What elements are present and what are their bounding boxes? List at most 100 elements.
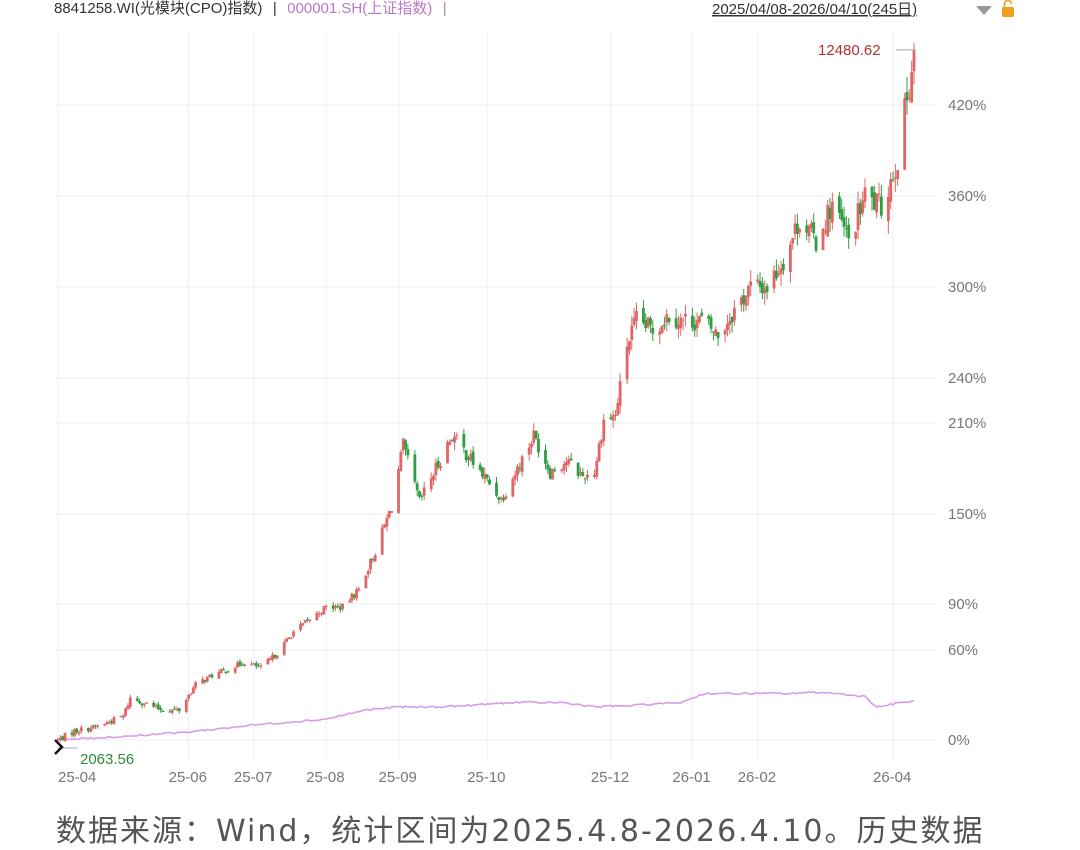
y-tick-label: 300% — [948, 279, 986, 296]
candle — [257, 663, 260, 668]
candle — [481, 466, 484, 480]
candle — [135, 695, 139, 702]
candle — [600, 438, 603, 448]
candle — [651, 319, 655, 341]
candle — [809, 219, 813, 233]
candle — [537, 433, 540, 458]
candle — [357, 586, 361, 592]
candle — [712, 331, 715, 341]
candle — [315, 610, 319, 621]
lock-icon[interactable] — [1002, 0, 1014, 18]
candle — [488, 476, 491, 486]
candle — [744, 295, 748, 311]
candle — [331, 602, 335, 613]
candle — [779, 261, 783, 286]
candle — [518, 462, 522, 473]
candle — [173, 705, 177, 710]
candle — [597, 440, 601, 462]
y-axis: 420% 360% 300% 240% 210% 150% 90% 60% 0% — [948, 97, 986, 749]
candle — [306, 617, 309, 622]
candle — [448, 439, 452, 446]
candle — [91, 724, 95, 730]
candle — [159, 705, 163, 713]
triangle-down-icon[interactable] — [976, 6, 992, 15]
source-caption: 数据来源：Wind，统计区间为2025.4.8-2026.4.10。历史数据 — [56, 814, 985, 849]
candle — [595, 457, 599, 480]
candle — [299, 620, 302, 632]
candle — [709, 314, 713, 334]
candle — [695, 312, 699, 337]
candle — [285, 637, 288, 643]
x-tick-label: 25-09 — [379, 769, 417, 786]
candle — [254, 660, 258, 670]
candle — [420, 493, 424, 501]
candle — [210, 672, 214, 679]
candle — [544, 444, 547, 470]
candle — [446, 439, 449, 464]
candle — [177, 708, 181, 714]
x-tick-label: 25-07 — [234, 769, 272, 786]
candle — [469, 449, 473, 462]
candle — [560, 468, 564, 474]
candle — [350, 592, 354, 604]
candle — [201, 676, 205, 685]
candle — [674, 308, 678, 330]
y-tick-label: 210% — [948, 415, 986, 432]
candle — [292, 629, 295, 638]
candle — [75, 728, 79, 735]
candle — [749, 270, 753, 297]
candle — [338, 603, 342, 613]
candle — [807, 224, 811, 244]
candle — [532, 423, 536, 446]
candle — [644, 313, 648, 333]
candle — [698, 315, 701, 325]
candle — [858, 198, 862, 225]
candle — [632, 307, 636, 327]
candle — [238, 659, 242, 667]
y-tick-label: 420% — [948, 97, 986, 114]
candle — [233, 666, 237, 675]
candle — [138, 698, 142, 705]
candle — [152, 700, 156, 709]
candle — [495, 476, 498, 498]
x-tick-label: 25-10 — [467, 769, 505, 786]
candle — [814, 234, 818, 253]
candle — [72, 727, 76, 738]
candle — [308, 619, 312, 624]
candle — [812, 213, 816, 239]
candle — [320, 612, 323, 617]
candle — [534, 430, 538, 440]
candle — [593, 469, 596, 479]
date-range[interactable]: 2025/04/08-2026/04/10(245日) — [712, 1, 917, 18]
candle — [194, 680, 198, 691]
candle — [422, 481, 426, 500]
min-marker: 2063.56 — [54, 739, 134, 768]
candle — [429, 472, 433, 492]
candle — [483, 467, 487, 484]
candle — [877, 182, 881, 202]
candle — [642, 300, 645, 326]
candle — [387, 510, 391, 519]
candle — [821, 227, 825, 251]
candle — [404, 438, 407, 456]
candle — [439, 462, 442, 472]
candle — [658, 328, 662, 345]
candlestick-series — [56, 43, 916, 744]
candle — [886, 186, 890, 234]
candle — [341, 603, 344, 612]
candle — [161, 709, 165, 713]
candle — [527, 442, 531, 461]
candle — [401, 438, 405, 454]
candle — [184, 698, 188, 714]
candle — [275, 655, 279, 660]
candle — [765, 283, 769, 300]
candle — [170, 709, 174, 715]
candle — [569, 453, 573, 461]
candle — [844, 216, 848, 238]
candle — [896, 170, 900, 186]
candle — [450, 438, 454, 442]
candle — [823, 219, 827, 235]
candle — [677, 316, 680, 339]
candle — [240, 662, 244, 666]
candle — [602, 414, 606, 447]
